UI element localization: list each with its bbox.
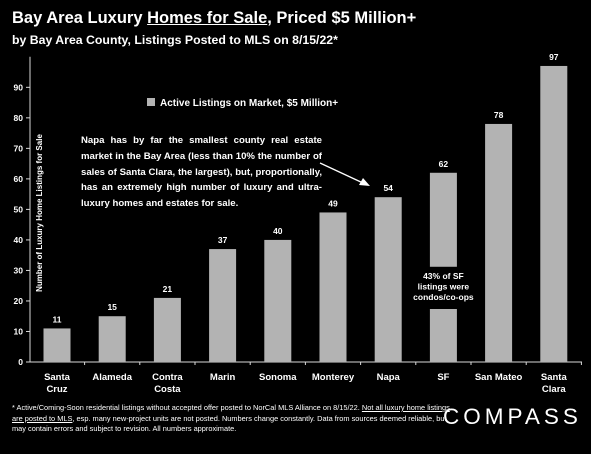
x-tick-label: San Mateo <box>475 372 523 383</box>
legend-swatch <box>147 98 155 106</box>
y-tick-label: 20 <box>14 296 24 306</box>
bar <box>540 65 568 363</box>
x-tick-label: Sonoma <box>259 372 297 383</box>
data-label: 11 <box>53 314 62 324</box>
data-label: 40 <box>273 226 283 236</box>
data-label: 49 <box>328 198 338 208</box>
y-tick-label: 90 <box>14 82 24 92</box>
bar <box>153 297 181 362</box>
bar <box>485 123 513 362</box>
data-label: 97 <box>549 52 559 62</box>
bar <box>319 212 347 362</box>
sf-bar-note: condos/co-ops <box>413 292 474 302</box>
annotation-arrow <box>319 162 364 184</box>
y-tick-label: 10 <box>14 326 24 336</box>
data-label: 62 <box>439 159 449 169</box>
annotation-arrowhead <box>359 178 370 186</box>
sf-bar-note: 43% of SF <box>423 271 464 281</box>
bar <box>98 316 126 362</box>
y-tick-label: 40 <box>14 235 24 245</box>
x-tick-label: SF <box>437 372 449 383</box>
bar <box>209 249 237 362</box>
y-tick-label: 60 <box>14 174 24 184</box>
x-tick-label: Contra <box>152 372 183 383</box>
x-tick-label: Santa <box>541 372 568 383</box>
x-tick-label: Alameda <box>92 372 132 383</box>
y-tick-label: 50 <box>14 204 24 214</box>
x-tick-label: Napa <box>377 372 401 383</box>
data-label: 78 <box>494 110 504 120</box>
y-tick-label: 70 <box>14 143 24 153</box>
footnote: * Active/Coming-Soon residential listing… <box>12 403 450 433</box>
bar <box>429 172 457 267</box>
x-tick-label: Santa <box>44 372 71 383</box>
bar <box>43 328 71 362</box>
y-tick-label: 30 <box>14 265 24 275</box>
y-tick-label: 80 <box>14 113 24 123</box>
y-tick-label: 0 <box>18 357 23 367</box>
x-tick-label: Clara <box>542 384 566 395</box>
x-tick-label: Cruz <box>46 384 67 395</box>
y-axis-title: Number of Luxury Home Listings for Sale <box>35 134 44 292</box>
chart-subtitle: by Bay Area County, Listings Posted to M… <box>12 33 338 47</box>
data-label: 15 <box>107 302 117 312</box>
data-label: 54 <box>383 183 393 193</box>
bar <box>374 197 402 362</box>
x-tick-label: Monterey <box>312 372 355 383</box>
bar <box>429 309 457 362</box>
data-label: 37 <box>218 235 228 245</box>
chart-title: Bay Area Luxury Homes for Sale, Priced $… <box>12 9 417 27</box>
x-tick-label: Costa <box>154 384 181 395</box>
bar <box>264 239 292 362</box>
x-tick-label: Marin <box>210 372 236 383</box>
napa-annotation: Napa has by far the smallest county real… <box>81 135 322 210</box>
compass-logo: COMPASS <box>443 404 582 429</box>
sf-bar-note: listings were <box>418 282 470 292</box>
legend-label: Active Listings on Market, $5 Million+ <box>160 98 338 109</box>
data-label: 21 <box>163 284 173 294</box>
